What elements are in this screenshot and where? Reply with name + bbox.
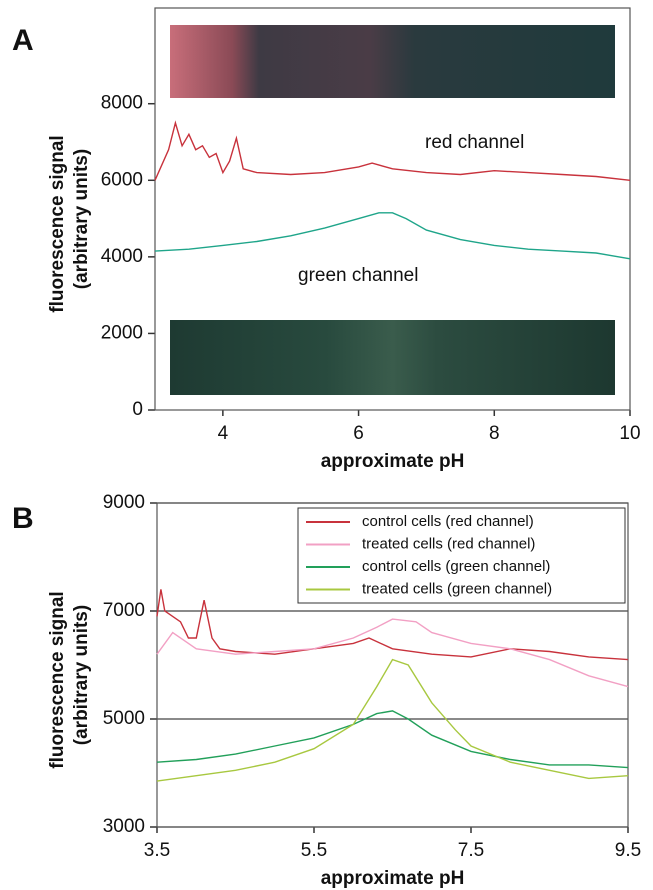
y-tick-label: 8000 <box>101 93 143 114</box>
x-tick-label: 3.5 <box>144 840 170 861</box>
panel-label: B <box>12 502 34 535</box>
legend-label: treated cells (red channel) <box>362 535 535 552</box>
series-line <box>155 213 630 259</box>
annotation: green channel <box>298 265 418 286</box>
x-tick-label: 9.5 <box>615 840 641 861</box>
legend-label: treated cells (green channel) <box>362 580 552 597</box>
y-tick-label: 6000 <box>101 169 143 190</box>
x-tick-label: 5.5 <box>301 840 327 861</box>
y-tick-label: 5000 <box>103 708 145 729</box>
gel-strip-green <box>170 320 615 395</box>
gel-strip-red <box>170 25 615 98</box>
y-tick-label: 2000 <box>101 322 143 343</box>
x-tick-label: 10 <box>619 423 640 444</box>
annotation: red channel <box>425 132 524 153</box>
legend-label: control cells (green channel) <box>362 558 550 575</box>
y-tick-label: 7000 <box>103 600 145 621</box>
x-tick-label: 7.5 <box>458 840 484 861</box>
x-axis-label: approximate pH <box>321 868 465 889</box>
y-axis-label: fluorescence signal <box>47 591 68 768</box>
x-tick-label: 6 <box>353 423 364 444</box>
y-tick-label: 9000 <box>103 492 145 513</box>
x-axis-label: approximate pH <box>321 451 465 472</box>
y-tick-label: 4000 <box>101 246 143 267</box>
y-tick-label: 0 <box>132 399 143 420</box>
legend-label: control cells (red channel) <box>362 513 534 530</box>
y-tick-label: 3000 <box>103 816 145 837</box>
y-axis-label: (arbitrary units) <box>71 149 92 289</box>
x-tick-label: 4 <box>218 423 229 444</box>
figure: A 0 2000 4000 6000 8000 4 6 8 10 approximate pH flu… <box>0 0 653 890</box>
x-tick-label: 8 <box>489 423 500 444</box>
y-axis-label: fluorescence signal <box>47 135 68 312</box>
y-axis-label: (arbitrary units) <box>71 605 92 745</box>
series-line <box>157 660 628 782</box>
panel-label: A <box>12 24 34 57</box>
series-line <box>155 123 630 180</box>
